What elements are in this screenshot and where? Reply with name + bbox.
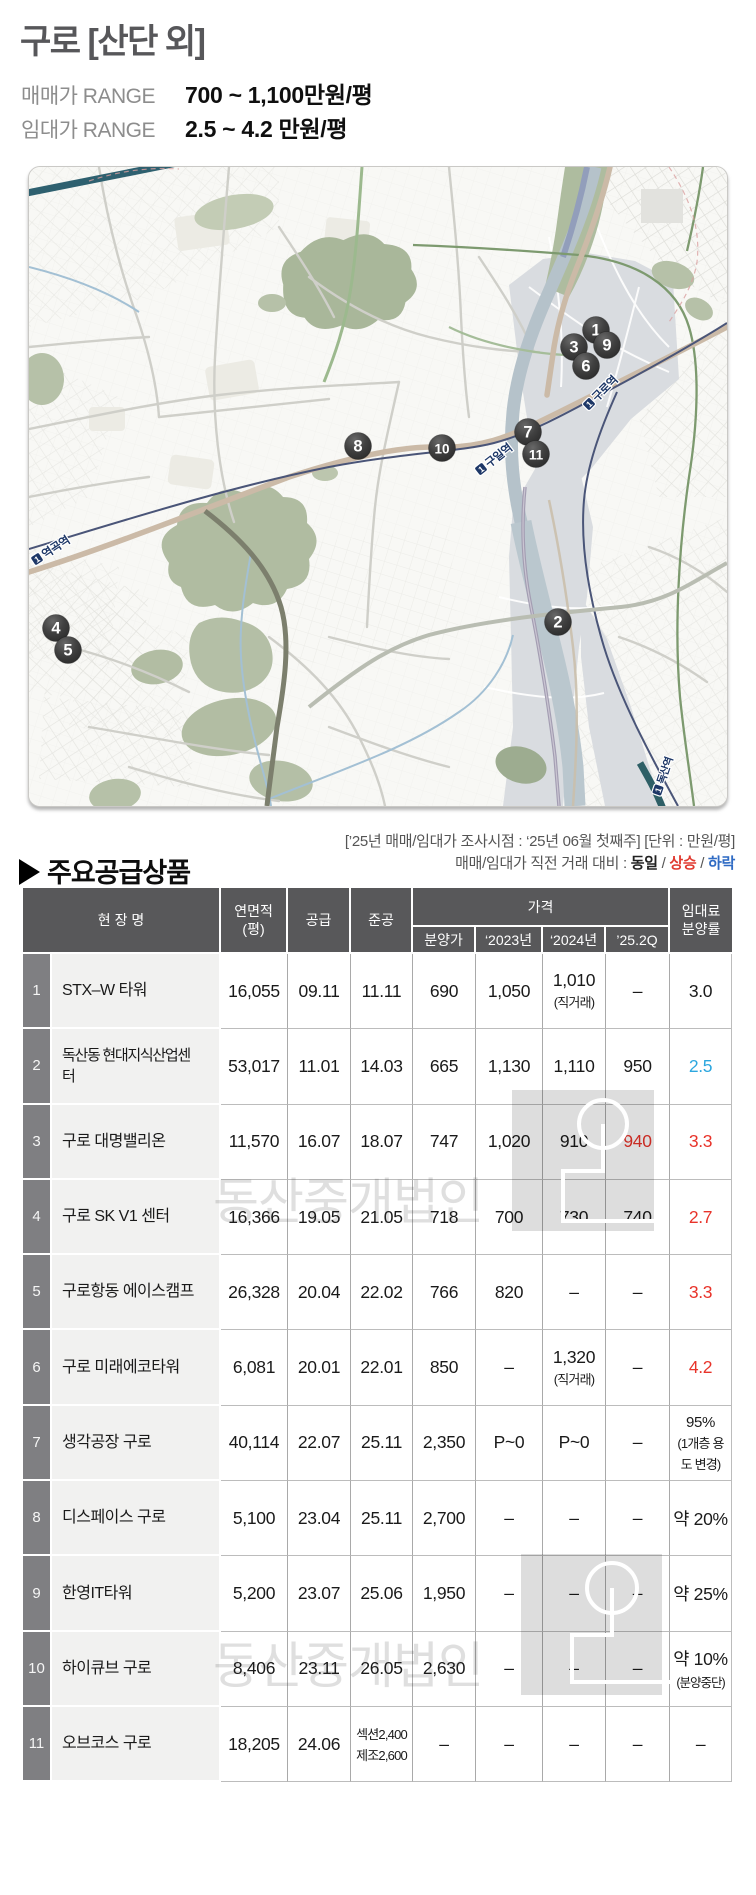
svg-text:3: 3	[569, 338, 578, 356]
svg-text:10: 10	[434, 441, 449, 456]
svg-text:5: 5	[63, 641, 72, 659]
svg-text:4: 4	[51, 619, 61, 637]
svg-text:1: 1	[591, 321, 600, 339]
svg-text:1: 1	[32, 554, 42, 565]
svg-text:6: 6	[581, 357, 590, 375]
svg-text:1: 1	[653, 786, 664, 794]
svg-text:11: 11	[529, 447, 544, 462]
svg-text:1: 1	[584, 399, 595, 410]
svg-text:8: 8	[353, 437, 362, 455]
svg-text:1: 1	[476, 464, 486, 475]
svg-text:7: 7	[523, 423, 532, 441]
svg-text:2: 2	[553, 613, 562, 631]
svg-text:9: 9	[602, 336, 611, 354]
